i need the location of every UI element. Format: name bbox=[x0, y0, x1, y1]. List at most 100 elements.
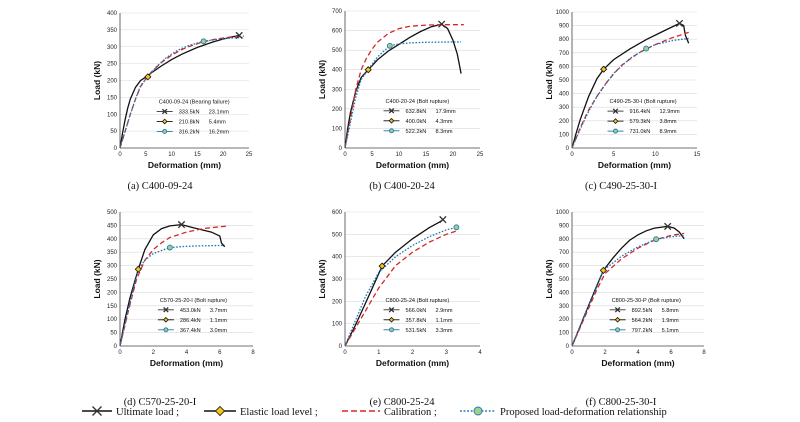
legend-load-value: 892.5kN bbox=[632, 308, 653, 314]
y-tick-label: 50 bbox=[110, 129, 117, 135]
y-tick-label: 700 bbox=[559, 51, 570, 57]
chart-panel-5: 0 100 200 300 400 500 600 0 1 2 3 4 Deformation (mm)… bbox=[317, 210, 482, 408]
series-calibration bbox=[344, 24, 464, 149]
chart-panel-1: 0 50 100 150 200 250 300 350 400 0 5 10 15 20 25 Deform… bbox=[92, 11, 253, 192]
panel-caption: (a) C400-09-24 bbox=[127, 181, 193, 192]
y-axis-title: Load (kN) bbox=[317, 60, 327, 99]
x-tick-label: 25 bbox=[477, 152, 484, 158]
x-axis-title: Deformation (mm) bbox=[150, 358, 223, 368]
legend-circle-icon bbox=[613, 128, 618, 134]
series-calibration bbox=[571, 31, 689, 149]
x-tick-label: 5 bbox=[612, 152, 616, 158]
legend-calibration-label: Calibration ; bbox=[384, 407, 437, 418]
legend-disp-value: 5.8mm bbox=[662, 308, 679, 314]
y-axis-title: Load (kN) bbox=[92, 259, 102, 298]
legend-disp-value: 1.1mm bbox=[436, 318, 453, 324]
legend-proposed-icon bbox=[473, 406, 483, 416]
proposed-point-marker bbox=[453, 224, 460, 231]
y-tick-label: 500 bbox=[332, 232, 343, 238]
y-tick-label: 600 bbox=[559, 64, 570, 70]
y-tick-label: 600 bbox=[332, 210, 343, 216]
x-tick-label: 2 bbox=[411, 350, 415, 356]
y-tick-label: 900 bbox=[559, 223, 570, 229]
legend-load-value: 357.8kN bbox=[406, 318, 427, 324]
legend-load-value: 566.0kN bbox=[406, 308, 427, 314]
x-axis-title: Deformation (mm) bbox=[598, 160, 671, 170]
legend-ultimate-icon bbox=[92, 406, 102, 416]
y-tick-label: 50 bbox=[110, 331, 117, 337]
legend-load-value: 316.2kN bbox=[179, 129, 200, 135]
y-axis-title: Load (kN) bbox=[544, 259, 554, 298]
legend-diamond-icon bbox=[614, 316, 621, 323]
x-tick-label: 10 bbox=[652, 152, 659, 158]
y-tick-label: 300 bbox=[559, 105, 570, 111]
legend-load-value: 531.5kN bbox=[406, 328, 427, 334]
legend-diamond-icon bbox=[388, 117, 395, 124]
legend-load-value: 400.0kN bbox=[406, 119, 427, 125]
series-proposed bbox=[119, 244, 225, 347]
panel-caption: (e) C800-25-24 bbox=[369, 397, 435, 408]
y-tick-label: 400 bbox=[332, 68, 343, 74]
chart-panel-4: 0 50 100 150 200 250 300 350 400 450 500 0 2 4 6 8 Defor… bbox=[92, 210, 255, 408]
y-tick-label: 100 bbox=[107, 317, 118, 323]
y-tick-label: 500 bbox=[559, 78, 570, 84]
y-tick-label: 100 bbox=[332, 126, 343, 132]
x-tick-label: 15 bbox=[194, 152, 201, 158]
proposed-point-marker bbox=[166, 244, 173, 251]
legend-load-value: 731.0kN bbox=[630, 129, 651, 135]
legend-diamond-icon bbox=[161, 118, 168, 125]
legend-x-icon bbox=[614, 307, 621, 313]
y-tick-label: 100 bbox=[332, 322, 343, 328]
y-tick-label: 800 bbox=[559, 237, 570, 243]
legend-disp-value: 3.8mm bbox=[660, 119, 677, 125]
legend-elastic-label: Elastic load level ; bbox=[240, 407, 318, 418]
y-tick-label: 600 bbox=[559, 264, 570, 270]
y-tick-label: 0 bbox=[339, 344, 343, 350]
y-tick-label: 350 bbox=[107, 28, 118, 34]
y-tick-label: 400 bbox=[107, 237, 118, 243]
y-tick-label: 300 bbox=[107, 45, 118, 51]
x-tick-label: 8 bbox=[702, 350, 706, 356]
y-tick-label: 200 bbox=[332, 299, 343, 305]
legend-disp-value: 1.1mm bbox=[210, 318, 227, 324]
y-tick-label: 800 bbox=[559, 37, 570, 43]
x-tick-label: 10 bbox=[168, 152, 175, 158]
legend-disp-value: 8.3mm bbox=[436, 129, 453, 135]
legend-disp-value: 23.1mm bbox=[209, 109, 230, 115]
panel-legend-title: C490-25-30-I (Bolt rupture) bbox=[610, 99, 677, 105]
series-proposed bbox=[571, 234, 685, 347]
y-tick-label: 600 bbox=[332, 29, 343, 35]
series-test bbox=[571, 225, 685, 347]
x-tick-label: 1 bbox=[377, 350, 381, 356]
series-proposed bbox=[344, 41, 462, 149]
proposed-point-marker bbox=[643, 45, 650, 52]
panel-caption: (c) C490-25-30-I bbox=[585, 181, 658, 192]
shared-legend: Ultimate load ; Elastic load level ; Calib… bbox=[82, 405, 667, 418]
proposed-point-marker bbox=[653, 236, 660, 243]
y-tick-label: 400 bbox=[559, 290, 570, 296]
legend-disp-value: 12.9mm bbox=[660, 109, 681, 115]
legend-diamond-icon bbox=[163, 316, 169, 323]
series-test bbox=[344, 23, 462, 149]
legend-load-value: 579.3kN bbox=[630, 119, 651, 125]
x-tick-label: 0 bbox=[343, 350, 347, 356]
legend-load-value: 333.5kN bbox=[179, 109, 200, 115]
legend-disp-value: 16.2mm bbox=[209, 129, 230, 135]
ultimate-load-marker bbox=[439, 215, 447, 224]
series-test bbox=[119, 223, 226, 347]
y-tick-label: 0 bbox=[566, 146, 570, 152]
ultimate-load-marker bbox=[664, 222, 672, 231]
legend-x-icon bbox=[612, 108, 619, 114]
legend-circle-icon bbox=[389, 327, 394, 333]
x-tick-label: 10 bbox=[396, 152, 403, 158]
y-tick-label: 100 bbox=[107, 112, 118, 118]
x-tick-label: 0 bbox=[570, 350, 574, 356]
panel-legend-title: C400-09-24 (Bearing failure) bbox=[159, 99, 230, 105]
x-axis-title: Deformation (mm) bbox=[376, 160, 449, 170]
y-tick-label: 100 bbox=[559, 132, 570, 138]
y-tick-label: 0 bbox=[339, 146, 343, 152]
series-calibration bbox=[119, 35, 244, 149]
legend-elastic-icon bbox=[214, 405, 226, 417]
legend-x-icon bbox=[161, 108, 168, 115]
